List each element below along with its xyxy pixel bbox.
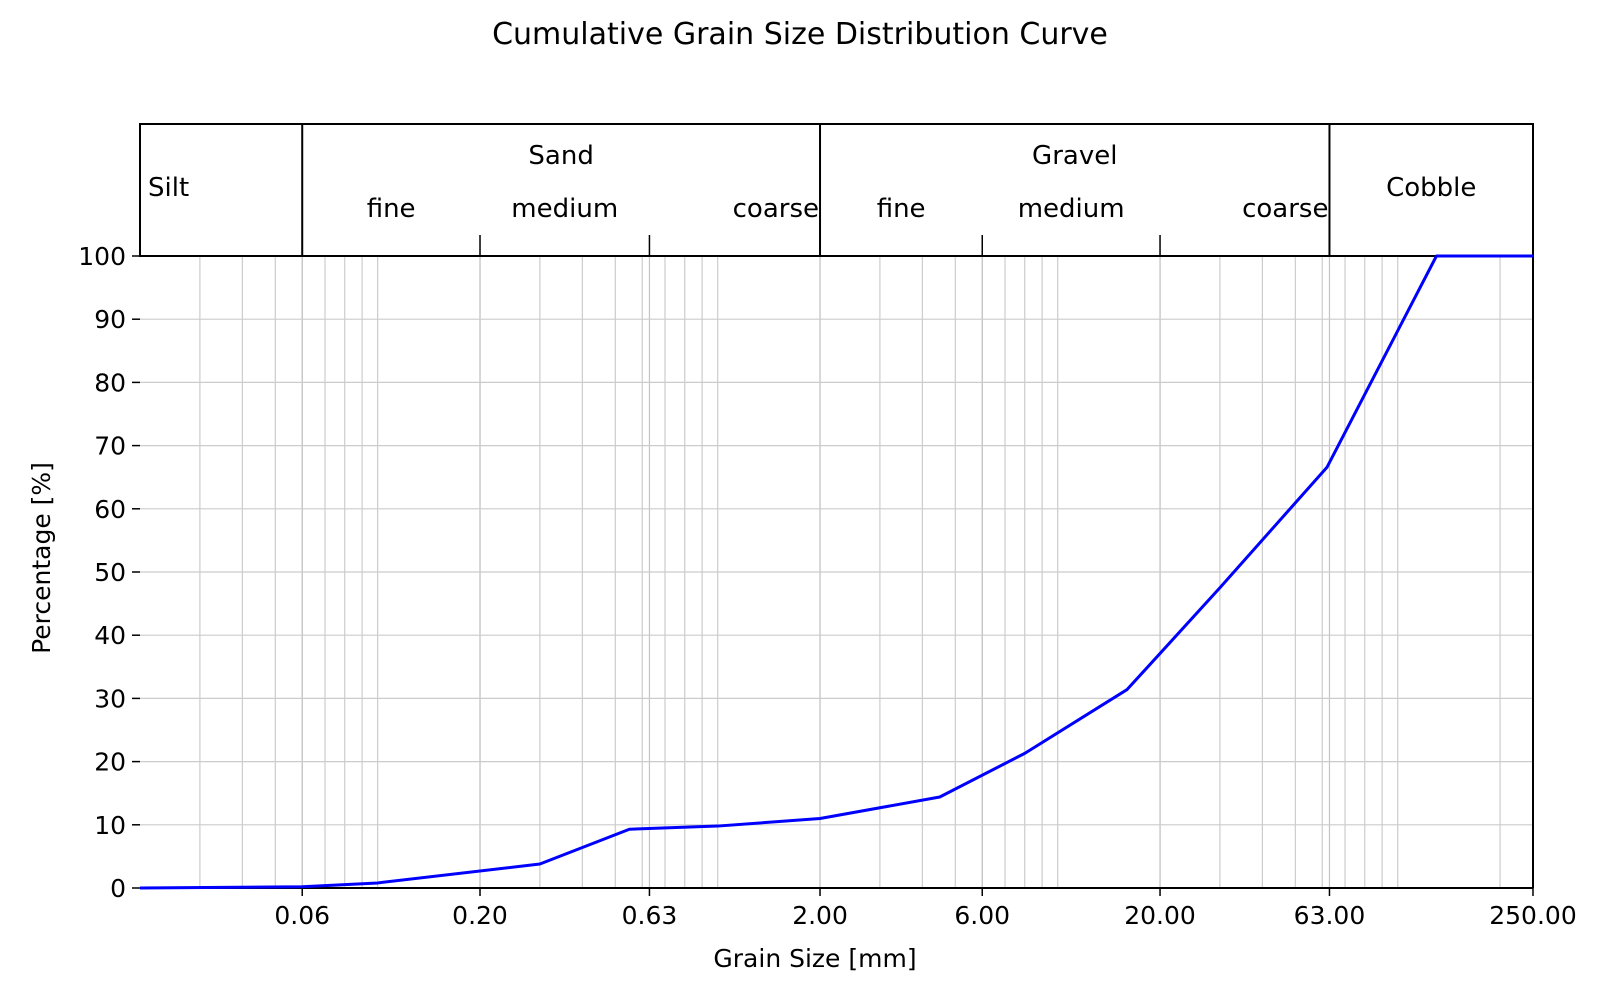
x-tick-label: 6.00 bbox=[954, 901, 1010, 930]
x-tick-label: 63.00 bbox=[1294, 901, 1366, 930]
class-label-cobble: Cobble bbox=[1386, 173, 1476, 203]
chart-title: Cumulative Grain Size Distribution Curve bbox=[492, 17, 1108, 52]
y-tick-label: 0 bbox=[110, 874, 126, 903]
y-tick-label: 80 bbox=[94, 368, 126, 397]
y-axis-label: Percentage [%] bbox=[27, 462, 56, 654]
grid bbox=[140, 255, 1533, 889]
classification-frame bbox=[139, 123, 1534, 257]
y-tick-label: 50 bbox=[94, 558, 126, 587]
plot-frame bbox=[140, 255, 1534, 889]
subclass-label-fine: fine bbox=[877, 194, 926, 224]
y-tick-label: 30 bbox=[94, 684, 126, 713]
subclass-label-coarse: coarse bbox=[733, 194, 819, 224]
y-tick-label: 90 bbox=[94, 305, 126, 334]
x-tick-label: 0.63 bbox=[622, 901, 678, 930]
series-line bbox=[139, 254, 1533, 890]
subclass-label-fine: fine bbox=[367, 194, 416, 224]
y-tick-label: 40 bbox=[94, 621, 126, 650]
y-tick-label: 20 bbox=[94, 748, 126, 777]
x-axis-label: Grain Size [mm] bbox=[713, 944, 916, 973]
x-tick-label: 2.00 bbox=[792, 901, 848, 930]
class-label-silt: Silt bbox=[148, 173, 189, 203]
y-axis: 0 10 20 30 40 50 60 70 80 90 100 bbox=[78, 242, 140, 903]
class-label-sand: Sand bbox=[528, 141, 593, 171]
class-label-gravel: Gravel bbox=[1032, 141, 1117, 171]
subclass-label-medium: medium bbox=[511, 194, 618, 224]
soil-classification-band: Silt Sand Gravel Cobble fine medium coarse fine… bbox=[139, 123, 1534, 257]
x-tick-label: 20.00 bbox=[1124, 901, 1196, 930]
x-axis: 0.06 0.20 0.63 2.00 6.00 20.00 63.00 250.00 bbox=[274, 888, 1577, 930]
y-tick-label: 10 bbox=[94, 811, 126, 840]
series-layer bbox=[139, 254, 1533, 890]
y-tick-label: 70 bbox=[94, 432, 126, 461]
subclass-label-medium: medium bbox=[1018, 194, 1125, 224]
y-tick-label: 60 bbox=[94, 495, 126, 524]
x-tick-label: 0.06 bbox=[274, 901, 330, 930]
x-tick-label: 0.20 bbox=[452, 901, 508, 930]
subclass-label-coarse: coarse bbox=[1242, 194, 1328, 224]
x-tick-label: 250.00 bbox=[1489, 901, 1576, 930]
y-tick-label: 100 bbox=[78, 242, 126, 271]
